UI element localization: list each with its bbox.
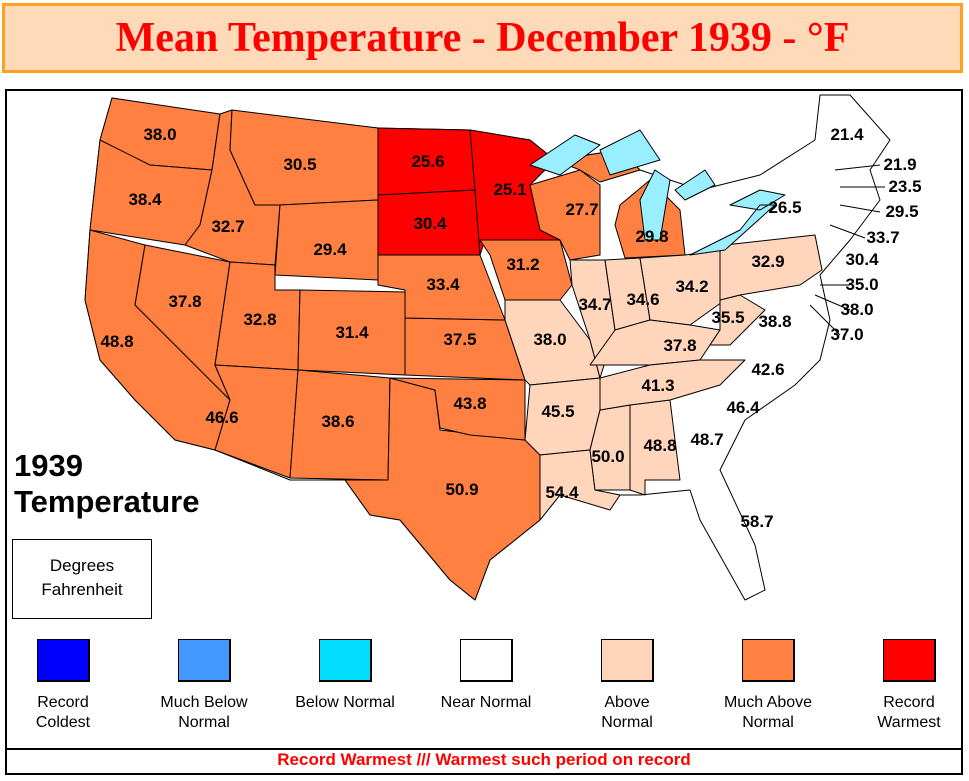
legend-label: Below Normal xyxy=(295,694,395,711)
subtitle: Temperature xyxy=(14,484,200,519)
state-value-ne: 33.4 xyxy=(426,275,460,294)
state-value-va: 38.8 xyxy=(758,312,792,331)
state-value-ks: 37.5 xyxy=(443,330,477,349)
state-value-ia: 31.2 xyxy=(506,255,540,274)
units-line-2: Fahrenheit xyxy=(41,580,123,599)
state-value-nm: 38.6 xyxy=(321,412,355,431)
state-value-ny: 26.5 xyxy=(768,198,802,217)
state-value-nh: 21.9 xyxy=(883,155,917,174)
year-label: 1939 xyxy=(14,448,83,483)
divider xyxy=(5,748,963,750)
units-box: Degrees Fahrenheit xyxy=(12,539,152,619)
state-value-de: 38.0 xyxy=(840,300,874,319)
state-value-oh: 34.2 xyxy=(675,277,709,296)
leader-line xyxy=(839,204,881,213)
leader-line xyxy=(829,224,866,239)
state-value-nc: 42.6 xyxy=(751,360,785,379)
state-value-sd: 30.4 xyxy=(413,214,447,233)
leader-line xyxy=(814,294,851,311)
legend-item: Above Normal xyxy=(577,639,677,733)
state-value-az: 46.6 xyxy=(205,408,239,427)
state-value-nv: 37.8 xyxy=(168,292,202,311)
state-value-id: 32.7 xyxy=(211,217,245,236)
legend-swatch xyxy=(600,639,654,682)
state-value-me: 21.4 xyxy=(830,125,864,144)
leader-line xyxy=(809,304,841,336)
legend-label: Much Above Normal xyxy=(723,694,813,731)
legend-label: Much Below Normal xyxy=(160,694,248,731)
state-value-co: 31.4 xyxy=(335,323,369,342)
state-value-ar: 45.5 xyxy=(541,402,575,421)
map-frame xyxy=(5,89,963,775)
legend-swatch xyxy=(741,639,795,682)
page-title: Mean Temperature - December 1939 - °F xyxy=(115,15,850,61)
state-value-ms: 50.0 xyxy=(591,447,625,466)
units-line-1: Degrees xyxy=(49,556,115,575)
state-value-mo: 38.0 xyxy=(533,330,567,349)
state-value-wa: 38.0 xyxy=(143,125,177,144)
state-pa xyxy=(719,234,823,301)
state-value-or: 38.4 xyxy=(128,190,162,209)
state-value-md: 37.0 xyxy=(830,325,864,344)
state-value-nd: 25.6 xyxy=(411,152,445,171)
state-tn xyxy=(599,359,746,411)
state-value-wi: 27.7 xyxy=(565,200,599,219)
legend-label: Record Coldest xyxy=(35,694,91,731)
state-value-fl: 58.7 xyxy=(740,512,774,531)
state-value-wy: 29.4 xyxy=(313,240,347,259)
state-value-wv: 35.5 xyxy=(711,308,745,327)
state-value-ri: 33.7 xyxy=(866,228,900,247)
leader-line xyxy=(834,164,881,171)
state-wv xyxy=(709,294,766,346)
state-value-ca: 48.8 xyxy=(100,332,134,351)
legend-item: Below Normal xyxy=(295,639,395,713)
state-value-in: 34.6 xyxy=(626,290,660,309)
legend-swatch xyxy=(177,639,231,682)
state-az xyxy=(214,364,299,479)
state-value-al: 48.8 xyxy=(643,436,677,455)
state-value-mi: 29.8 xyxy=(635,227,669,246)
state-value-vt: 23.5 xyxy=(888,177,922,196)
great-lakes xyxy=(529,129,786,256)
state-value-mn: 25.1 xyxy=(493,180,527,199)
legend-label: Record Warmest xyxy=(877,694,941,731)
legend-label: Near Normal xyxy=(440,694,532,711)
state-value-il: 34.7 xyxy=(578,295,612,314)
legend-item: Near Normal xyxy=(436,639,536,713)
legend-item: Much Above Normal xyxy=(718,639,818,733)
legend-item: Record Warmest xyxy=(859,639,959,733)
state-value-pa: 32.9 xyxy=(751,252,785,271)
state-value-ok: 43.8 xyxy=(453,394,487,413)
legend-label: Above Normal xyxy=(601,694,653,731)
legend-item: Record Coldest xyxy=(13,639,113,733)
state-value-ct: 30.4 xyxy=(845,250,879,269)
legend-swatch xyxy=(882,639,936,682)
state-value-ma: 29.5 xyxy=(885,202,919,221)
state-value-mt: 30.5 xyxy=(283,155,317,174)
state-value-ga: 48.7 xyxy=(690,430,724,449)
year-heading: 1939 Temperature xyxy=(14,448,200,520)
state-value-la: 54.4 xyxy=(545,483,579,502)
state-value-tn: 41.3 xyxy=(641,376,675,395)
legend-swatch xyxy=(318,639,372,682)
legend-swatch xyxy=(36,639,90,682)
legend-swatch xyxy=(459,639,513,682)
state-value-tx: 50.9 xyxy=(445,480,479,499)
title-banner: Mean Temperature - December 1939 - °F xyxy=(2,3,963,73)
state-value-ky: 37.8 xyxy=(663,336,697,355)
state-value-sc: 46.4 xyxy=(726,398,760,417)
state-value-nj: 35.0 xyxy=(845,275,879,294)
state-value-ut: 32.8 xyxy=(243,310,277,329)
footer-note: Record Warmest /// Warmest such period o… xyxy=(277,750,691,769)
legend-item: Much Below Normal xyxy=(154,639,254,733)
